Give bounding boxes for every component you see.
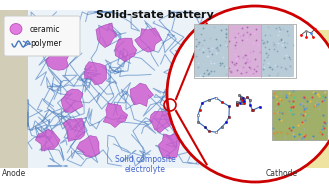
Bar [194,24,296,78]
Bar [255,30,329,168]
Polygon shape [35,129,60,151]
Polygon shape [61,89,83,112]
Polygon shape [158,133,180,159]
Text: Solid composite
electrolyte: Solid composite electrolyte [114,155,175,174]
FancyBboxPatch shape [4,16,80,56]
Polygon shape [209,81,232,103]
Text: Solid-state battery: Solid-state battery [96,10,214,20]
Polygon shape [77,136,99,157]
Bar [0,10,28,168]
Bar [228,25,261,77]
Polygon shape [135,28,162,52]
Text: Anode: Anode [2,169,26,178]
Polygon shape [130,83,154,106]
Polygon shape [168,62,191,86]
Polygon shape [199,32,220,56]
Bar [28,10,255,168]
Polygon shape [63,118,85,141]
Bar [195,25,228,77]
Text: Cathode: Cathode [266,169,298,178]
Text: ceramic: ceramic [30,25,61,33]
Ellipse shape [10,23,22,35]
Circle shape [167,6,329,182]
Polygon shape [103,103,128,128]
Polygon shape [96,23,117,48]
Bar [272,90,327,140]
Polygon shape [46,49,70,70]
Bar [261,25,294,77]
Polygon shape [181,117,209,143]
Polygon shape [85,62,107,85]
Polygon shape [150,111,172,133]
Text: polymer: polymer [30,40,62,49]
Polygon shape [115,38,137,62]
